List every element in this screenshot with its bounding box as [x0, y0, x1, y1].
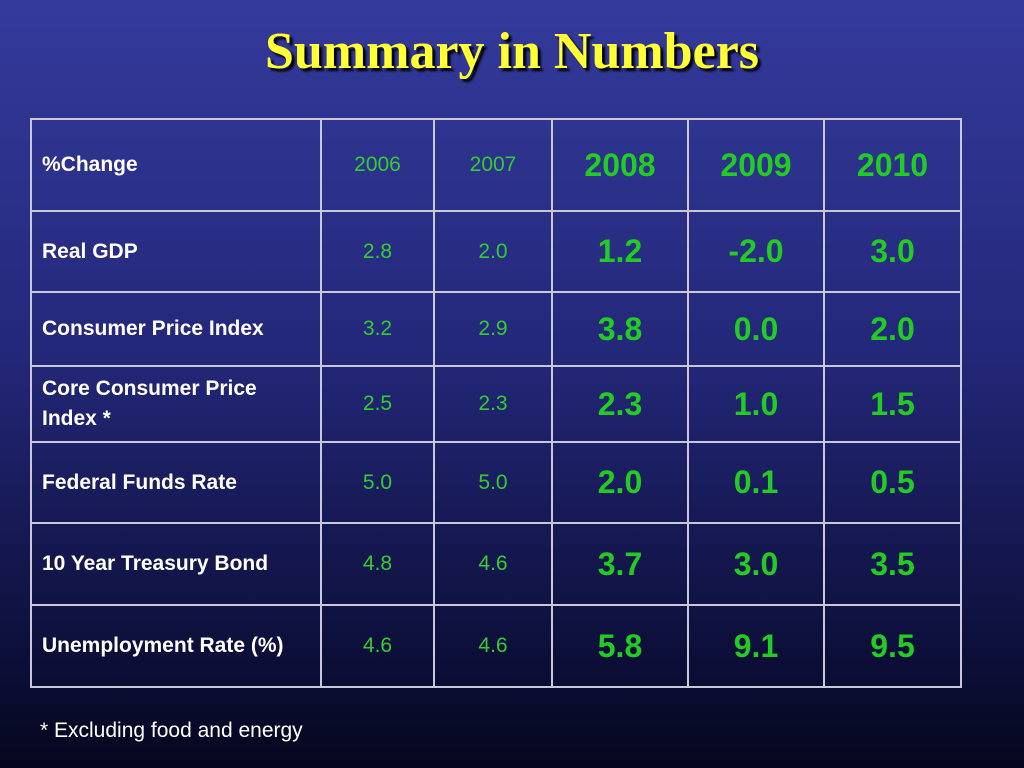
table-row: %Change 2006 2007 2008 2009 2010	[30, 118, 962, 212]
table-cell: 2.9	[433, 291, 553, 367]
table-cell: 3.5	[823, 522, 962, 606]
table-cell: 4.6	[320, 604, 435, 688]
table-cell: 2.3	[551, 365, 689, 443]
row-label: 10 Year Treasury Bond	[30, 522, 322, 606]
table-cell: 2007	[433, 118, 553, 212]
table-cell: 9.1	[687, 604, 825, 688]
table-cell: -2.0	[687, 210, 825, 293]
table-row: Real GDP 2.8 2.0 1.2 -2.0 3.0	[30, 210, 962, 293]
row-label: %Change	[30, 118, 322, 212]
table-row: Federal Funds Rate 5.0 5.0 2.0 0.1 0.5	[30, 441, 962, 524]
table-cell: 5.0	[433, 441, 553, 524]
summary-table: %Change 2006 2007 2008 2009 2010 Real GDP 2.8 2.…	[30, 118, 962, 688]
table-cell: 2009	[687, 118, 825, 212]
row-label: Federal Funds Rate	[30, 441, 322, 524]
table-cell: 3.0	[687, 522, 825, 606]
table-cell: 5.0	[320, 441, 435, 524]
table-cell: 1.5	[823, 365, 962, 443]
table-cell: 4.6	[433, 522, 553, 606]
table-cell: 3.7	[551, 522, 689, 606]
row-label: Unemployment Rate (%)	[30, 604, 322, 688]
table-cell: 1.2	[551, 210, 689, 293]
row-label: Core Consumer Price Index *	[30, 365, 322, 443]
footnote: * Excluding food and energy	[40, 719, 303, 742]
table-cell: 4.8	[320, 522, 435, 606]
table-cell: 5.8	[551, 604, 689, 688]
slide-title: Summary in Numbers	[264, 23, 760, 80]
table-row: Core Consumer Price Index * 2.5 2.3 2.3 1.0 1…	[30, 365, 962, 443]
table-cell: 1.0	[687, 365, 825, 443]
table-cell: 2.0	[433, 210, 553, 293]
table-cell: 2.3	[433, 365, 553, 443]
table-cell: 4.6	[433, 604, 553, 688]
table-cell: 2010	[823, 118, 962, 212]
table-row: Unemployment Rate (%) 4.6 4.6 5.8 9.1 9.5	[30, 604, 962, 688]
table-cell: 9.5	[823, 604, 962, 688]
table-cell: 3.2	[320, 291, 435, 367]
table-cell: 2.0	[823, 291, 962, 367]
table-cell: 0.1	[687, 441, 825, 524]
row-label: Real GDP	[30, 210, 322, 293]
table-cell: 3.8	[551, 291, 689, 367]
table-cell: 0.0	[687, 291, 825, 367]
table-cell: 2.0	[551, 441, 689, 524]
table-cell: 3.0	[823, 210, 962, 293]
table-cell: 2.5	[320, 365, 435, 443]
row-label: Consumer Price Index	[30, 291, 322, 367]
table-cell: 0.5	[823, 441, 962, 524]
table-cell: 2006	[320, 118, 435, 212]
table-row: 10 Year Treasury Bond 4.8 4.6 3.7 3.0 3.5	[30, 522, 962, 606]
table-cell: 2008	[551, 118, 689, 212]
table-row: Consumer Price Index 3.2 2.9 3.8 0.0 2.0	[30, 291, 962, 367]
table-cell: 2.8	[320, 210, 435, 293]
